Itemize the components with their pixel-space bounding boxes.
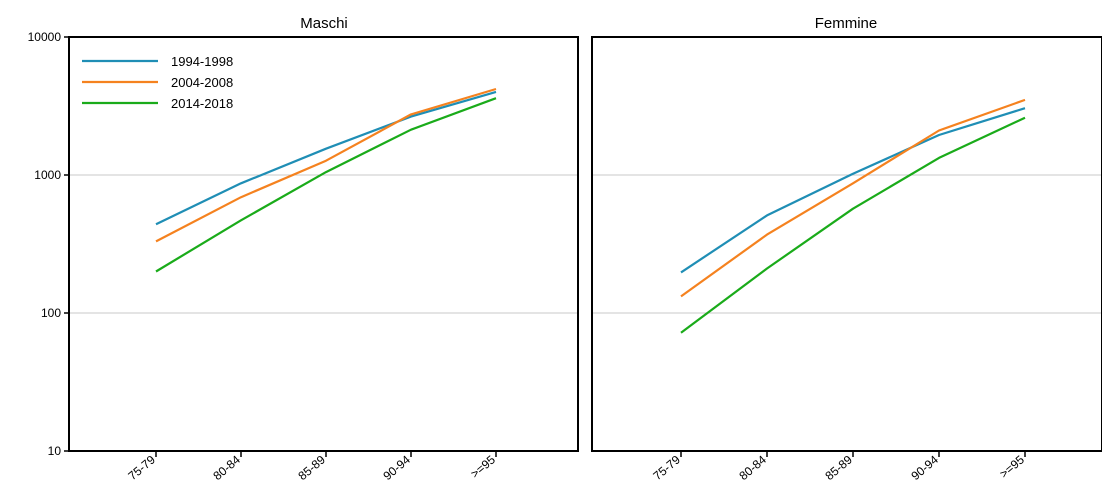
maschi-legend: 1994-1998 2004-2008 2014-2018 xyxy=(82,54,233,111)
maschi-xtick-label: >=95 xyxy=(468,452,498,481)
legend-label: 2014-2018 xyxy=(171,96,233,111)
legend-label: 1994-1998 xyxy=(171,54,233,69)
femmine-xtick-label: 90-94 xyxy=(908,452,941,483)
maschi-plot-frame xyxy=(68,36,579,452)
femmine-xtick-label: >=95 xyxy=(997,452,1027,481)
femmine-series-2004-2008 xyxy=(680,98,1026,298)
femmine-plot-frame xyxy=(591,36,1102,452)
maschi-ytick-label: 100 xyxy=(41,306,61,320)
maschi-ytick-label: 1000 xyxy=(34,168,61,182)
maschi-panel: Maschi 10 100 1000 10000 75-79 80-84 85-89 90-94… xyxy=(28,15,579,483)
femmine-xtick-label: 75-79 xyxy=(650,452,683,483)
legend-label: 2004-2008 xyxy=(171,75,233,90)
maschi-xtick-label: 85-89 xyxy=(295,452,328,483)
maschi-ytick-label: 10000 xyxy=(28,30,62,44)
femmine-series-2014-2018 xyxy=(680,116,1026,334)
femmine-title: Femmine xyxy=(815,15,878,32)
femmine-series-1994-1998 xyxy=(680,107,1026,274)
maschi-xtick-label: 80-84 xyxy=(210,452,243,483)
maschi-series-2014-2018 xyxy=(155,97,497,273)
maschi-title: Maschi xyxy=(300,15,348,32)
maschi-series-2004-2008 xyxy=(155,87,497,243)
maschi-xtick-label: 90-94 xyxy=(380,452,413,483)
femmine-xtick-label: 80-84 xyxy=(736,452,769,483)
maschi-series-1994-1998 xyxy=(155,90,497,226)
femmine-panel: Femmine 75-79 80-84 85-89 90-94 >=95 xyxy=(591,15,1102,483)
maschi-ytick-label: 10 xyxy=(48,444,62,458)
maschi-xtick-label: 75-79 xyxy=(125,452,158,483)
femmine-xtick-label: 85-89 xyxy=(822,452,855,483)
